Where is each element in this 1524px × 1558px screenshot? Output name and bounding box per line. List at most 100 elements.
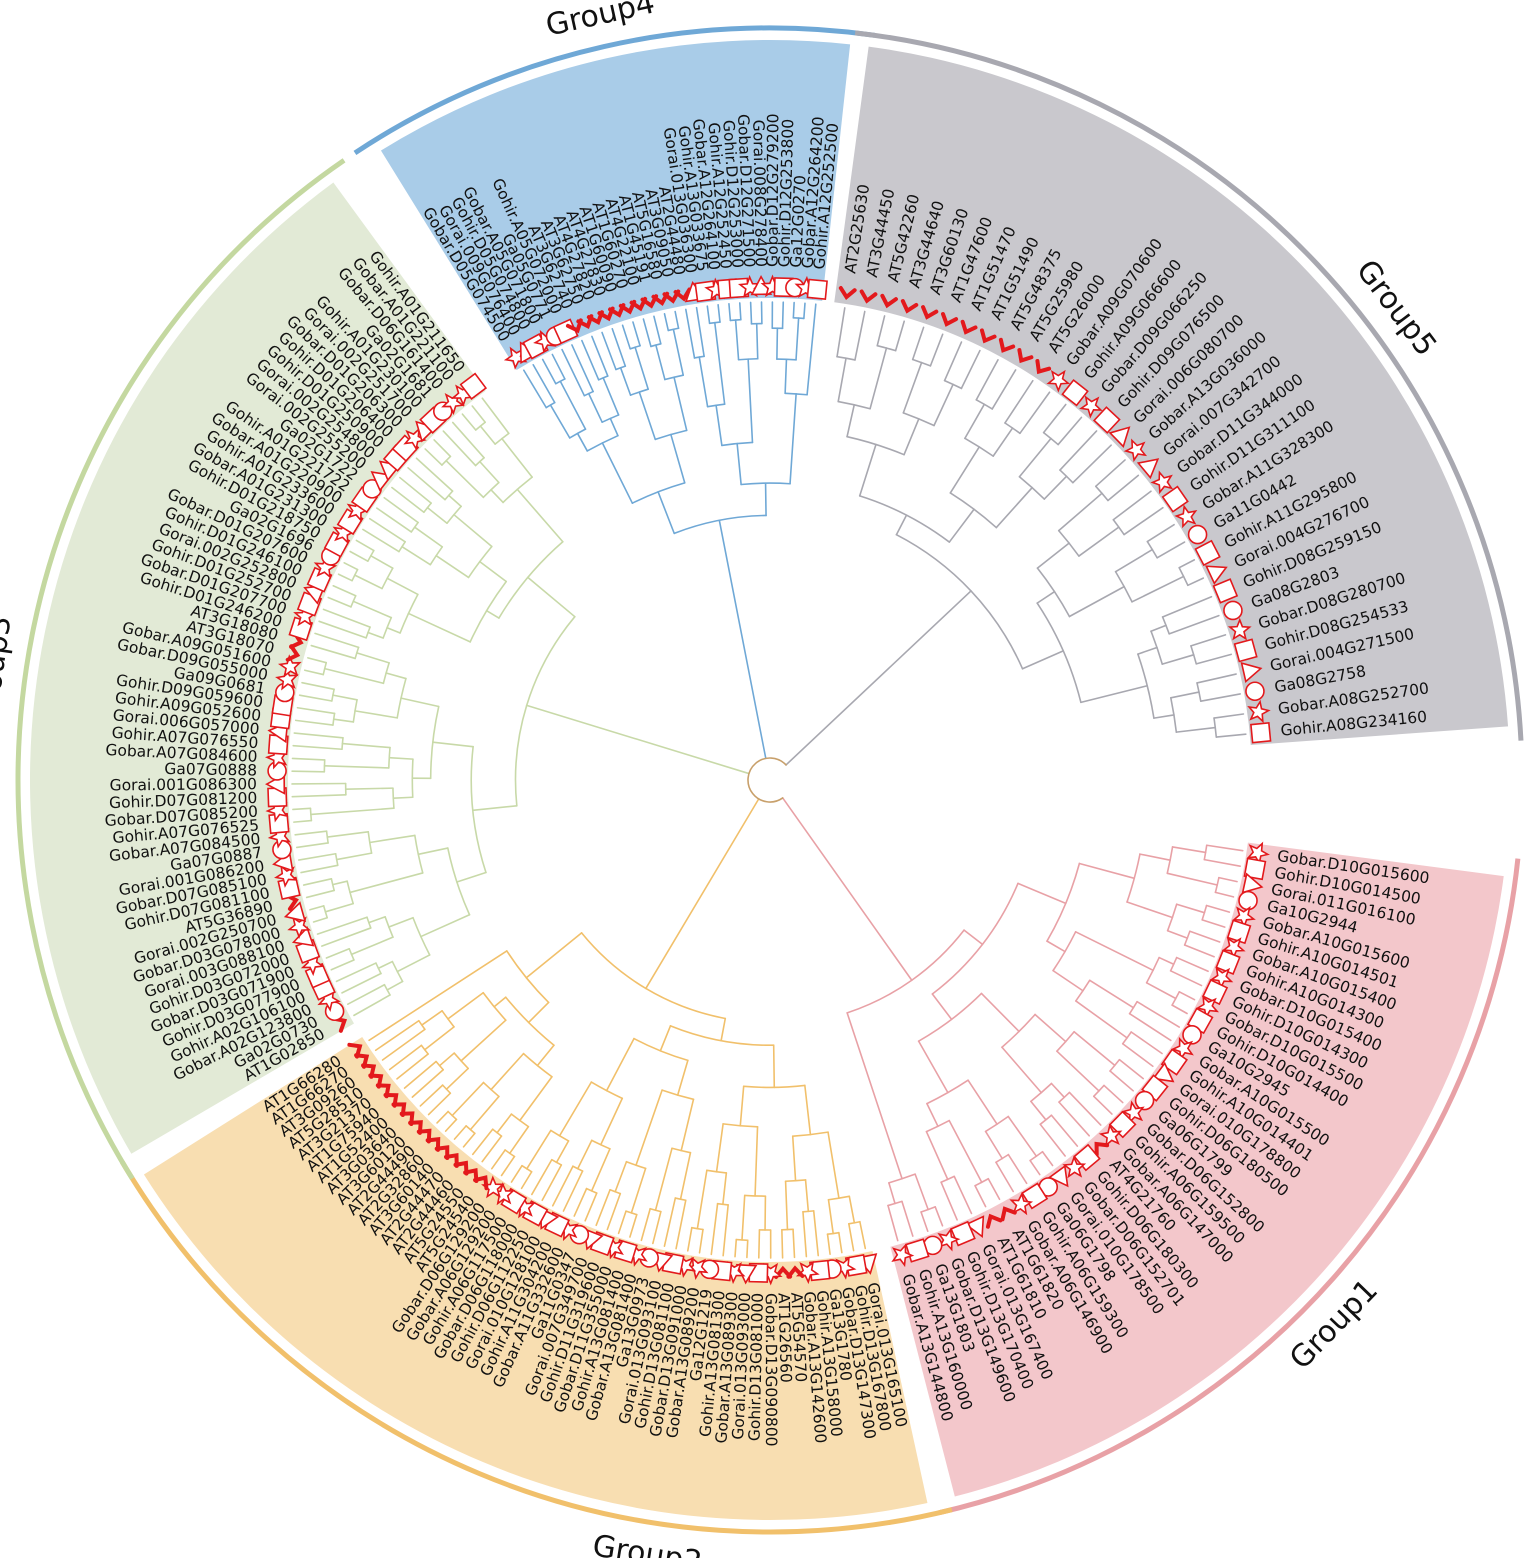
marker-gohir xyxy=(1092,406,1121,434)
marker-at xyxy=(921,305,939,320)
marker-gorai xyxy=(964,1215,985,1238)
marker-ga xyxy=(272,839,292,860)
marker-at xyxy=(1017,348,1034,364)
marker-gobar xyxy=(287,916,312,939)
marker-at xyxy=(880,293,898,309)
leaf-label: Gorai.001G086300 xyxy=(110,775,258,794)
marker-at xyxy=(1035,359,1052,375)
marker-gorai xyxy=(1151,1061,1175,1083)
marker-at xyxy=(361,1063,377,1079)
marker-at xyxy=(347,1042,363,1059)
marker-at xyxy=(434,1145,450,1160)
marker-gobar xyxy=(1227,617,1252,641)
marker-gorai xyxy=(1136,458,1160,480)
marker-gobar xyxy=(403,427,427,451)
marker-at xyxy=(368,1073,384,1089)
marker-gobar xyxy=(1009,1191,1034,1216)
marker-ga xyxy=(1223,600,1243,621)
marker-at xyxy=(985,1213,1003,1229)
marker-gohir xyxy=(1243,857,1267,881)
leaf-label: AT5G54570 xyxy=(787,1292,810,1383)
marker-gorai xyxy=(1205,565,1228,585)
leaf-label: Ga07G0888 xyxy=(164,760,257,780)
marker-gobar xyxy=(1079,395,1103,419)
marker-at xyxy=(285,644,301,662)
group5-arc xyxy=(854,30,1524,741)
marker-at xyxy=(391,1102,407,1117)
marker-gobar xyxy=(1062,1155,1087,1179)
marker-ga xyxy=(1245,681,1265,702)
group5-band xyxy=(834,46,1509,746)
marker-at xyxy=(998,337,1016,353)
group3-band xyxy=(29,182,486,1154)
marker-at xyxy=(673,287,692,302)
marker-at xyxy=(786,1265,805,1279)
marker-gorai xyxy=(1241,872,1264,894)
tree-branches xyxy=(291,301,1247,1259)
marker-gobar xyxy=(274,864,298,888)
marker-at xyxy=(425,1136,441,1152)
group1-band xyxy=(890,842,1504,1497)
group2-arc xyxy=(119,1160,953,1535)
marker-gobar xyxy=(1150,470,1174,495)
marker-at xyxy=(375,1083,391,1099)
marker-at xyxy=(416,1128,432,1144)
leaf-label: Gohir.D12G253800 xyxy=(775,119,797,268)
marker-gohir xyxy=(1061,378,1089,407)
marker-at xyxy=(1000,1206,1017,1222)
marker-at xyxy=(1094,1141,1110,1157)
marker-gorai xyxy=(1108,426,1131,448)
leaf-label: Gohir.D07G081200 xyxy=(109,789,258,812)
marker-gorai xyxy=(1048,1164,1069,1188)
marker-at xyxy=(383,1093,399,1108)
marker-at xyxy=(453,1160,469,1176)
marker-gobar xyxy=(1123,438,1148,463)
marker-gobar xyxy=(891,1243,915,1268)
marker-at xyxy=(859,289,878,304)
marker-gobar xyxy=(1098,1123,1123,1147)
marker-gorai xyxy=(283,901,307,923)
marker-ga xyxy=(1238,890,1258,911)
marker-gohir xyxy=(277,876,301,901)
marker-gohir xyxy=(1161,485,1189,513)
marker-at xyxy=(463,1168,479,1184)
marker-gohir xyxy=(1250,722,1272,744)
marker-gobar xyxy=(1247,699,1271,724)
leaf-label: Gorai.008G278400 xyxy=(749,120,770,268)
marker-ga xyxy=(1134,1090,1155,1111)
marker-at xyxy=(408,1120,423,1135)
group3-arc xyxy=(15,158,346,1180)
group2-title: Group2 xyxy=(590,1528,705,1558)
marker-at xyxy=(960,319,978,335)
marker-gobar xyxy=(1046,369,1071,393)
leaf-label: Ga12G0270 xyxy=(787,175,810,268)
marker-gohir xyxy=(1212,578,1239,604)
leaf-labels: Gobar.D10G015600Gohir.D10G014500Gorai.01… xyxy=(104,113,1430,1446)
marker-at xyxy=(838,286,857,301)
group1-arc xyxy=(938,858,1521,1516)
marker-gohir xyxy=(1233,638,1258,663)
leaf-markers xyxy=(264,274,1272,1286)
marker-at xyxy=(443,1152,459,1168)
group3-title: Group3 xyxy=(0,614,19,728)
group-arcs xyxy=(15,25,1524,1535)
marker-ga xyxy=(1182,1025,1202,1045)
marker-at xyxy=(900,299,919,314)
leaf-label: Gohir.D13G081000 xyxy=(745,1293,766,1442)
group2-band xyxy=(143,1036,928,1521)
marker-gohir xyxy=(1160,1048,1188,1076)
marker-at xyxy=(979,328,997,344)
marker-at xyxy=(473,1175,489,1191)
marker-gobar xyxy=(1174,504,1198,529)
marker-gohir xyxy=(1194,539,1221,567)
marker-gorai xyxy=(1240,661,1263,684)
group4-arc xyxy=(353,25,876,156)
marker-at xyxy=(399,1111,415,1127)
marker-at xyxy=(941,312,959,327)
leaf-label: AT1G26560 xyxy=(775,1293,795,1384)
marker-ga xyxy=(1187,524,1208,545)
leaf-label: Gobar.D13G090800 xyxy=(762,1293,780,1447)
marker-gohir xyxy=(459,372,488,400)
group-bands xyxy=(29,39,1509,1521)
